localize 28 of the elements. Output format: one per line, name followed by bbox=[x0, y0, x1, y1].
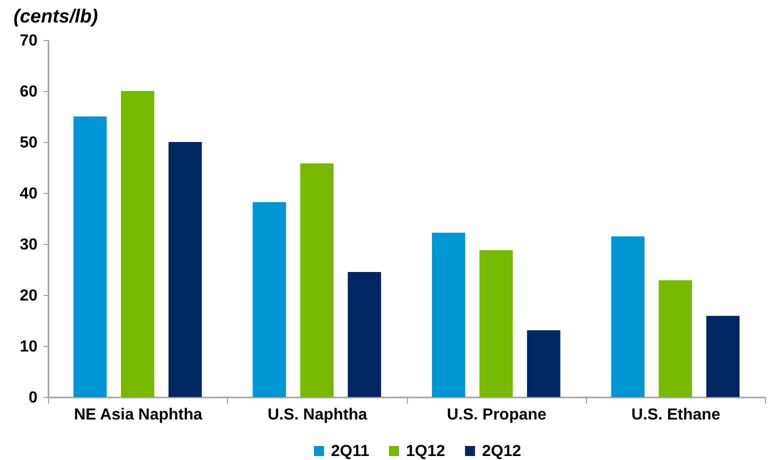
y-tick-label: 30 bbox=[20, 236, 38, 254]
x-tick-label: U.S. Naphtha bbox=[268, 406, 368, 424]
bar bbox=[348, 272, 382, 397]
y-tick-label: 50 bbox=[20, 134, 38, 152]
y-tick-label: 70 bbox=[20, 32, 38, 50]
y-tick-label: 20 bbox=[20, 288, 38, 304]
bar bbox=[73, 116, 107, 397]
legend-label: 2Q12 bbox=[482, 443, 522, 460]
y-tick-label: 40 bbox=[20, 186, 38, 202]
x-tick-label: U.S. Propane bbox=[446, 406, 547, 424]
y-tick-label: 10 bbox=[20, 338, 38, 356]
legend-label: 1Q12 bbox=[406, 443, 446, 460]
bar bbox=[252, 202, 286, 397]
bar bbox=[432, 232, 466, 397]
bar bbox=[120, 91, 154, 397]
y-tick-label: 0 bbox=[28, 390, 38, 406]
y-axis-title: (cents/lb) bbox=[14, 6, 98, 28]
x-tick-label: NE Asia Naphtha bbox=[74, 406, 202, 424]
bar bbox=[168, 142, 202, 397]
x-tick-label: U.S. Ethane bbox=[631, 406, 720, 424]
bar bbox=[479, 250, 513, 397]
bar bbox=[527, 330, 560, 397]
bar bbox=[611, 236, 644, 397]
legend-label: 2Q11 bbox=[331, 443, 370, 460]
y-tick-label: 60 bbox=[20, 84, 38, 100]
bar bbox=[658, 280, 692, 397]
bar bbox=[300, 163, 334, 397]
bar bbox=[706, 316, 740, 397]
